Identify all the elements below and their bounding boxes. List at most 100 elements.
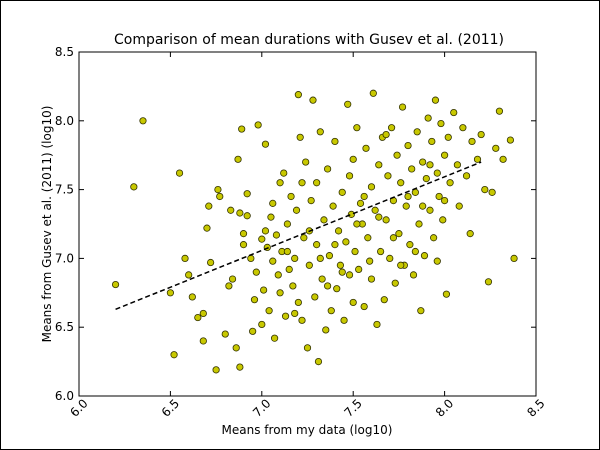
data-point (417, 307, 425, 315)
data-point (375, 161, 383, 169)
data-point (300, 234, 308, 242)
data-point (351, 247, 359, 256)
data-point (413, 128, 421, 136)
data-point (404, 141, 412, 150)
data-point (440, 197, 449, 205)
data-point (294, 91, 302, 99)
data-point (205, 202, 213, 210)
data-point (307, 197, 315, 205)
data-point (283, 220, 291, 228)
data-point (439, 216, 447, 224)
x-tick-label: 6.5 (159, 396, 182, 419)
data-point (355, 265, 363, 274)
data-point (324, 282, 332, 290)
data-point (431, 96, 440, 104)
data-point (260, 286, 268, 294)
data-point (382, 216, 390, 224)
data-point (345, 271, 354, 279)
data-point (362, 144, 370, 152)
data-point (345, 172, 354, 180)
data-point (492, 144, 500, 152)
data-point (459, 124, 467, 132)
y-axis: 6.0 6.5 7.0 7.5 8.0 8.5 (55, 45, 536, 403)
data-point (250, 296, 259, 304)
data-point (382, 130, 390, 139)
chart-title: Comparison of mean durations with Gusev … (114, 32, 504, 48)
data-point (369, 89, 377, 97)
data-point (243, 212, 251, 220)
data-point (199, 337, 207, 345)
data-point (313, 179, 321, 187)
data-point (276, 289, 284, 297)
data-point (322, 326, 330, 334)
data-point (294, 298, 302, 307)
data-point (384, 172, 392, 180)
data-point (426, 206, 434, 214)
data-point (495, 107, 504, 115)
data-point (292, 206, 301, 214)
data-point (252, 268, 260, 276)
data-point (166, 289, 174, 297)
data-point (453, 161, 461, 169)
data-point (371, 206, 379, 214)
data-point (342, 238, 350, 246)
data-point (325, 252, 334, 260)
data-point (287, 192, 295, 201)
data-point (188, 293, 196, 301)
data-point (216, 192, 224, 201)
data-point (175, 169, 184, 177)
data-point (440, 151, 449, 159)
x-axis-label: Means from my data (log10) (222, 423, 393, 437)
data-point (324, 165, 332, 173)
data-point (481, 186, 489, 194)
data-point (364, 234, 372, 242)
x-tick-label: 8.5 (524, 396, 547, 419)
data-point (349, 298, 357, 307)
data-point (228, 275, 237, 283)
data-point (221, 330, 229, 338)
data-point (397, 179, 405, 187)
data-point (409, 271, 418, 279)
data-point (298, 316, 306, 324)
y-tick-label: 8.5 (55, 45, 74, 59)
data-point (272, 231, 281, 239)
data-point (276, 179, 284, 187)
data-point (415, 220, 423, 228)
data-point (239, 241, 248, 249)
data-point (305, 261, 313, 269)
data-point (506, 136, 515, 144)
data-point (303, 344, 312, 352)
data-point (477, 130, 485, 139)
data-point (389, 234, 398, 242)
trend-line (115, 161, 482, 311)
data-point (380, 296, 388, 304)
data-point (269, 199, 277, 207)
y-tick-label: 6.0 (55, 389, 74, 403)
x-tick-label: 7.0 (250, 396, 273, 419)
data-point (291, 254, 299, 262)
data-point (424, 114, 432, 122)
data-point (411, 247, 419, 256)
data-point (373, 320, 381, 329)
data-point (269, 257, 277, 265)
data-point (130, 183, 138, 191)
data-point (258, 235, 266, 243)
data-point (338, 188, 346, 196)
data-point (274, 271, 282, 279)
data-point (353, 124, 361, 132)
data-point (391, 279, 399, 287)
data-point (111, 280, 120, 289)
data-point (473, 155, 482, 163)
data-point (360, 192, 368, 201)
data-point (331, 137, 339, 146)
data-point (466, 230, 474, 238)
data-point (318, 275, 326, 283)
data-point (281, 312, 290, 320)
data-point (265, 307, 273, 315)
data-point (430, 234, 438, 242)
data-point (366, 257, 374, 265)
data-point (377, 247, 385, 256)
data-point (347, 210, 355, 218)
